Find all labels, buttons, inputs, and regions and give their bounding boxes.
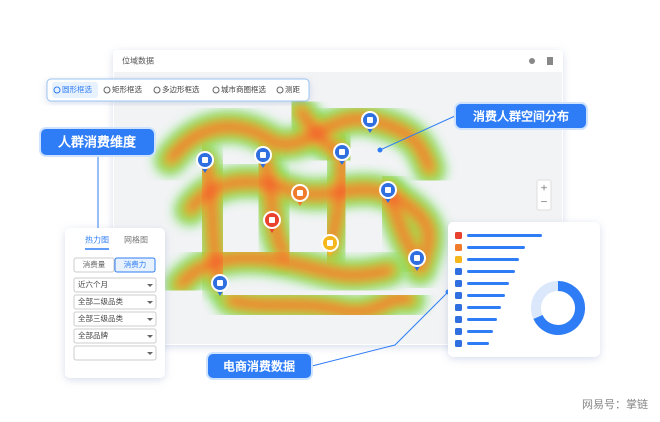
dropdown-label: 近六个月 (78, 279, 108, 289)
row-bar (467, 318, 497, 321)
row-icon (455, 256, 462, 263)
zoom-in[interactable]: + (540, 184, 548, 194)
tool-icon (153, 86, 161, 94)
tab[interactable]: 网格图 (124, 235, 148, 245)
doc-icon[interactable] (547, 57, 553, 65)
row-bar (467, 258, 519, 261)
dropdown[interactable] (73, 345, 157, 361)
metric-button[interactable] (73, 257, 115, 273)
heat-band (258, 150, 290, 260)
metric-label: 消费力 (124, 259, 147, 269)
tool-label[interactable]: 测距 (285, 85, 300, 94)
row-icon (455, 244, 462, 251)
row-bar (467, 294, 505, 297)
pin-icon (202, 157, 208, 163)
tool-label[interactable]: 圆形框选 (62, 84, 92, 94)
row-bar (467, 342, 489, 345)
panel-frame (448, 222, 600, 357)
dropdown-arrow (147, 352, 153, 355)
heat-band (175, 253, 395, 290)
dropdown-arrow (147, 318, 153, 321)
pin-icon (367, 117, 373, 123)
row-icon (455, 316, 462, 323)
row-icon (455, 304, 462, 311)
tool-icon (276, 86, 284, 94)
pin-icon (414, 255, 420, 261)
callout-box (454, 102, 588, 130)
row-bar (467, 282, 509, 285)
window-title: 位域数据 (122, 56, 154, 66)
row-icon (455, 268, 462, 275)
callout-box (39, 127, 156, 157)
callout-text: 消费人群空间分布 (473, 109, 569, 124)
heat-band (225, 293, 415, 317)
connector-dot (377, 147, 383, 153)
row-icon (455, 232, 462, 239)
zoom-out[interactable]: − (540, 198, 548, 208)
dropdown-label: 全部品牌 (78, 330, 108, 340)
heat-band (200, 155, 225, 290)
callout-text: 电商消费数据 (223, 359, 295, 374)
row-bar (467, 246, 525, 249)
callouts: 人群消费维度 消费人群空间分布 电商消费数据 (39, 102, 588, 380)
dropdown-arrow (147, 335, 153, 338)
dropdown[interactable] (73, 294, 157, 310)
stats-panel (448, 222, 600, 357)
dropdown-label: 全部二级品类 (78, 296, 123, 306)
dropdown[interactable] (73, 311, 157, 327)
heat-band (165, 114, 435, 175)
dropdown[interactable] (73, 328, 157, 344)
connector (379, 115, 456, 151)
pin-icon (217, 280, 223, 286)
map-window: 位域数据 + − (113, 50, 563, 345)
row-icon (455, 292, 462, 299)
donut-arc (533, 280, 586, 335)
active-tool (52, 82, 98, 98)
row-bar (467, 306, 501, 309)
bell-icon[interactable] (529, 58, 535, 64)
pins (196, 111, 426, 296)
zoom-control[interactable] (536, 179, 552, 211)
watermark: 网易号：掌链 (582, 397, 648, 411)
tool-label[interactable]: 矩形框选 (112, 84, 142, 94)
tool-icon (212, 86, 220, 94)
dropdown[interactable] (73, 277, 157, 293)
tool-list: 圆形框选 矩形框选 多边形框选 城市商圈框选 测距 (53, 84, 300, 94)
tool-label[interactable]: 多边形框选 (162, 84, 200, 94)
pin-icon (327, 240, 333, 246)
pin-icon (339, 149, 345, 155)
row-bar (467, 270, 515, 273)
row-icon (455, 328, 462, 335)
tool-icon (53, 86, 61, 94)
tab[interactable]: 热力图 (85, 235, 109, 245)
metric-label: 消费量 (83, 259, 106, 269)
connector (311, 291, 449, 367)
tool-icon (103, 86, 111, 94)
row-bar (467, 330, 493, 333)
dropdown-arrow (147, 284, 153, 287)
toolbar-frame (46, 78, 310, 102)
dropdown-label: 全部三级品类 (78, 313, 123, 323)
dropdown-arrow (147, 301, 153, 304)
tool-label[interactable]: 城市商圈框选 (221, 84, 266, 94)
pin-icon (297, 190, 303, 196)
row-icon (455, 340, 462, 347)
metric-button[interactable] (114, 257, 156, 273)
callout-box (206, 352, 313, 380)
row-bar (467, 234, 542, 237)
toolbar: 圆形框选 矩形框选 多边形框选 城市商圈框选 测距 (46, 78, 310, 102)
callout-text: 人群消费维度 (58, 135, 137, 151)
row-icon (455, 280, 462, 287)
ranking-rows (455, 232, 542, 347)
pin-icon (260, 152, 266, 158)
pin-icon (269, 217, 275, 223)
pin-icon (385, 187, 391, 193)
